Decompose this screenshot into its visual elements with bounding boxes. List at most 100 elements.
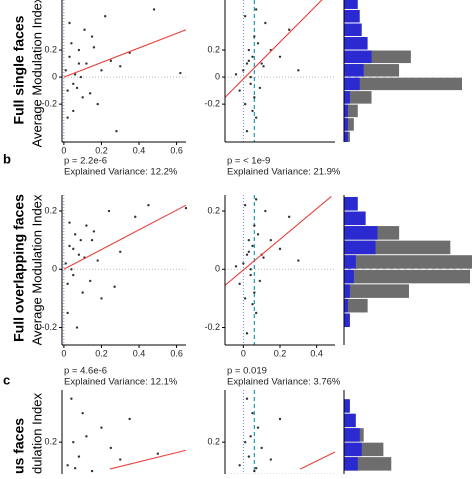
- hist-bar: [344, 457, 358, 471]
- point: [184, 206, 187, 210]
- plot-area: [344, 0, 462, 142]
- point: [119, 458, 122, 461]
- point: [128, 417, 131, 421]
- y-tick-label: 0.2: [207, 205, 220, 215]
- y-tick-label: 0.2: [44, 44, 57, 54]
- annotation: Explained Variance: 12.2%: [64, 167, 178, 178]
- hist-bar: [344, 91, 372, 104]
- point: [287, 215, 291, 219]
- point: [92, 230, 96, 233]
- fit-line: [63, 29, 187, 78]
- point: [278, 417, 282, 421]
- point: [234, 265, 238, 268]
- hist-bar: [344, 77, 462, 91]
- x-tick-label: 0: [61, 145, 66, 155]
- point: [79, 238, 82, 242]
- point: [251, 244, 254, 248]
- point: [297, 259, 300, 262]
- point: [66, 89, 69, 92]
- point: [100, 297, 103, 300]
- x-tick-label: 0.6: [170, 145, 183, 155]
- point: [70, 42, 73, 45]
- point: [72, 273, 75, 277]
- point: [66, 311, 69, 315]
- point: [66, 464, 69, 467]
- hist-bar: [344, 269, 471, 284]
- point: [247, 250, 251, 253]
- y-tick-label: 0.2: [44, 437, 57, 447]
- point: [72, 440, 75, 444]
- point: [92, 46, 96, 49]
- hist-bar: [344, 37, 368, 50]
- point: [260, 446, 263, 450]
- point: [147, 203, 150, 207]
- point: [245, 332, 249, 335]
- point: [256, 426, 260, 429]
- point: [66, 116, 69, 119]
- row-axis-label: dulation Index: [29, 393, 44, 474]
- point: [90, 35, 94, 38]
- point: [77, 455, 81, 458]
- point: [73, 73, 77, 76]
- y-tick-label: 0: [215, 71, 220, 81]
- point: [247, 59, 251, 63]
- hist-bar: [344, 91, 350, 104]
- point: [249, 75, 252, 79]
- point: [242, 69, 245, 72]
- fit-line: [225, 0, 323, 98]
- point: [264, 209, 267, 213]
- point: [83, 28, 86, 31]
- point: [70, 397, 73, 400]
- point: [251, 109, 254, 113]
- point: [179, 71, 182, 75]
- x-tick-label: 0.4: [310, 348, 323, 358]
- hist-bar: [344, 240, 376, 255]
- plot-area: [62, 195, 187, 345]
- point: [75, 86, 79, 90]
- y-tick-label: 0.2: [207, 437, 220, 447]
- hist-bar: [344, 399, 350, 413]
- point: [262, 65, 265, 68]
- point: [258, 86, 262, 90]
- hist-bar: [344, 118, 348, 131]
- fit-line: [299, 451, 336, 470]
- point: [75, 326, 79, 329]
- fit-line: [63, 204, 187, 270]
- point: [81, 96, 84, 99]
- point: [109, 59, 113, 63]
- row-axis-label: Average Modulation Index: [29, 194, 44, 345]
- panel-label: b: [3, 151, 11, 166]
- annotation: Explained Variance: 3.76%: [227, 377, 341, 388]
- y-tick-label: 0: [52, 264, 57, 274]
- point: [85, 224, 88, 227]
- hist-bar: [344, 226, 378, 240]
- y-tick-label: 0: [215, 264, 220, 274]
- y-tick-label: -0.2: [41, 99, 57, 109]
- point: [152, 8, 156, 11]
- point: [64, 69, 67, 72]
- point: [109, 446, 113, 450]
- hist-bar: [344, 413, 356, 428]
- row-title: us faces: [11, 418, 27, 474]
- point: [260, 62, 263, 65]
- point: [100, 426, 103, 429]
- point: [90, 238, 94, 242]
- point: [245, 397, 249, 400]
- point: [238, 89, 241, 92]
- point: [254, 311, 258, 315]
- y-tick-label: 0.2: [207, 44, 220, 54]
- point: [269, 238, 273, 242]
- annotation: p = 4.6e-6: [64, 366, 107, 377]
- hist-bar: [344, 131, 348, 142]
- hist-bar: [344, 269, 354, 284]
- x-tick-label: 0.2: [274, 348, 287, 358]
- hist-bar: [344, 442, 362, 457]
- point: [81, 411, 84, 415]
- point: [72, 82, 75, 86]
- hist-bar: [344, 211, 366, 226]
- point: [134, 215, 137, 219]
- point: [254, 116, 258, 119]
- point: [278, 55, 282, 58]
